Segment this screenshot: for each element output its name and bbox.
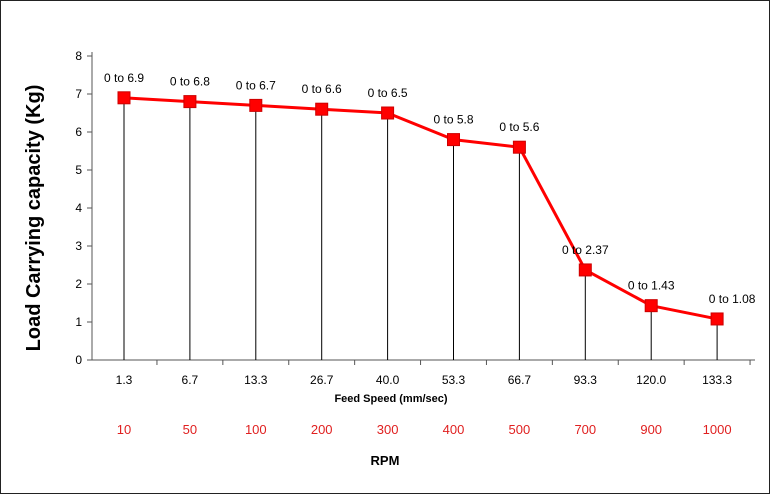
data-label: 0 to 6.7	[236, 78, 276, 92]
data-point	[183, 95, 197, 109]
data-point	[249, 98, 263, 112]
rpm-label: 100	[245, 422, 267, 437]
rpm-label: 500	[509, 422, 531, 437]
x-tick-label: 13.3	[244, 373, 268, 387]
data-label: 0 to 2.37	[562, 243, 609, 257]
data-point	[644, 299, 658, 313]
rpm-label: 50	[183, 422, 197, 437]
rpm-label: 400	[443, 422, 465, 437]
y-tick-label: 4	[75, 201, 82, 215]
y-tick-label: 7	[75, 87, 82, 101]
y-tick-label: 0	[75, 353, 82, 367]
x-tick-label: 133.3	[702, 373, 732, 387]
series-line	[123, 96, 718, 321]
x-tick-label: 93.3	[574, 373, 598, 387]
data-label: 0 to 1.08	[709, 292, 756, 306]
x-axis-title: Feed Speed (mm/sec)	[334, 393, 447, 405]
data-point	[512, 140, 526, 154]
data-point	[381, 106, 395, 120]
data-point	[315, 102, 329, 116]
y-tick-label: 2	[75, 277, 82, 291]
y-tick-label: 1	[75, 315, 82, 329]
x-tick-label: 40.0	[376, 373, 400, 387]
x-tick-label: 6.7	[182, 373, 199, 387]
x-tick-label: 26.7	[310, 373, 334, 387]
rpm-label: 900	[640, 422, 662, 437]
x-tick-label: 53.3	[442, 373, 466, 387]
rpm-label: 10	[117, 422, 131, 437]
data-label: 0 to 6.6	[302, 82, 342, 96]
data-point	[117, 91, 131, 105]
data-label: 0 to 5.6	[499, 120, 539, 134]
data-label: 0 to 6.8	[170, 75, 210, 89]
data-label: 0 to 1.43	[628, 279, 675, 293]
data-label: 0 to 6.5	[368, 86, 408, 100]
y-axis-title: Load Carrying capacity (Kg)	[23, 85, 45, 352]
rpm-label: 1000	[703, 422, 732, 437]
rpm-label: 200	[311, 422, 333, 437]
data-label: 0 to 5.8	[433, 113, 473, 127]
data-point	[447, 133, 460, 147]
x-tick-label: 66.7	[508, 373, 532, 387]
y-tick-label: 5	[75, 163, 82, 177]
rpm-label: 300	[377, 422, 399, 437]
data-point	[710, 312, 724, 326]
x-tick-label: 1.3	[116, 373, 133, 387]
data-label: 0 to 6.9	[104, 71, 144, 85]
x-tick-label: 120.0	[636, 373, 666, 387]
rpm-label: 700	[574, 422, 596, 437]
y-tick-label: 6	[75, 125, 82, 139]
y-tick-label: 3	[75, 239, 82, 253]
y-tick-label: 8	[75, 49, 82, 63]
rpm-axis-title: RPM	[371, 453, 400, 468]
data-point	[578, 263, 592, 277]
